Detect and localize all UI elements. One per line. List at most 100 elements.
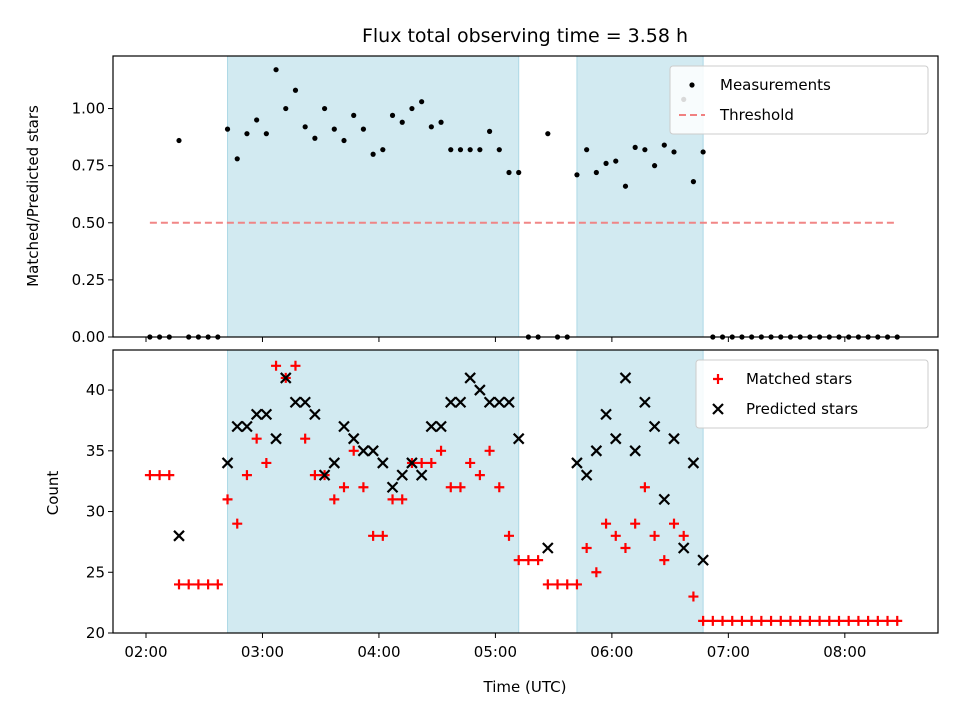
data-point [406,457,418,469]
data-point [397,494,408,505]
data-point [309,470,320,481]
data-point [465,457,476,468]
shaded-interval [227,55,520,338]
data-point [231,420,244,433]
data-point [428,124,434,130]
data-point [283,105,289,112]
legend: Measurements Threshold [669,65,929,135]
legend-measurements-swatch [689,82,695,88]
data-point [746,615,757,626]
data-point [426,457,437,468]
data-point [639,482,650,493]
data-point [622,183,629,189]
data-point [387,494,398,505]
data-point [254,117,260,123]
data-point [642,147,648,153]
data-point [824,615,835,626]
data-point [707,615,718,626]
data-point [601,518,612,529]
data-point [318,469,331,481]
data-point [312,135,318,141]
y-tick-label: 0.50 [72,214,105,232]
data-point [483,396,496,409]
data-point [309,408,321,421]
data-point [250,408,263,421]
data-point [321,105,328,112]
data-point [241,420,253,433]
data-point [503,396,515,409]
data-point [164,470,175,481]
data-point [154,470,165,481]
x-axis-label: Time (UTC) [483,678,567,696]
data-point [493,396,506,409]
data-point [331,126,337,132]
data-point [260,408,273,421]
data-point [241,470,252,481]
data-point [574,172,580,178]
data-point [651,163,658,169]
data-point [603,160,609,166]
data-point [775,615,786,626]
data-point [545,131,551,137]
data-point [690,179,697,185]
data-point [814,615,825,626]
data-point [609,432,622,445]
data-point [523,555,534,566]
data-point [571,579,582,590]
series-predicted-stars [173,372,709,566]
y-tick-label: 0.25 [72,271,105,289]
bottom-y-axis-label: Count [44,471,62,516]
legend-predicted-swatch [712,403,724,415]
y-tick-label: 0.75 [72,157,105,175]
data-point [339,482,349,493]
data-point [600,408,612,421]
data-point [727,615,738,626]
data-point [619,372,632,384]
data-point [367,445,379,457]
data-point [377,530,388,541]
data-point [785,615,796,626]
data-point [244,131,250,137]
data-point [513,555,524,566]
data-point [389,112,396,118]
data-point [425,420,438,433]
data-point [271,360,282,371]
data-point [552,579,563,590]
data-point [174,579,184,590]
data-point [203,579,214,590]
data-point [506,169,512,176]
legend-matched-swatch [713,374,723,384]
data-point [697,554,709,566]
chart-title: Flux total observing time = 3.58 h [362,25,688,47]
data-point [766,615,777,626]
legend-label: Predicted stars [746,400,858,418]
data-point [661,142,667,148]
data-point [630,518,641,529]
data-point [494,482,505,493]
data-point [193,579,204,590]
legend-box [669,65,929,135]
data-point [358,482,369,493]
x-tick-label: 05:00 [474,643,517,661]
top-panel: 0.00 0.25 0.50 0.75 1.00 Measurements Threshol… [72,55,939,346]
data-point [251,433,262,444]
shaded-interval [227,349,520,634]
data-point [435,420,447,433]
data-point [629,445,641,457]
data-point [377,457,389,469]
y-tick-label: 30 [86,503,105,521]
data-point [234,156,240,162]
data-point [173,530,185,542]
y-tick-label: 1.00 [72,100,105,118]
data-point [562,579,573,590]
data-point [454,396,467,409]
data-point [512,432,525,445]
data-point [438,119,444,125]
data-point [357,445,370,457]
data-point [477,147,483,153]
data-point [370,151,376,157]
data-point [419,99,425,105]
data-point [329,494,340,505]
data-point [176,137,182,144]
data-point [486,128,493,134]
